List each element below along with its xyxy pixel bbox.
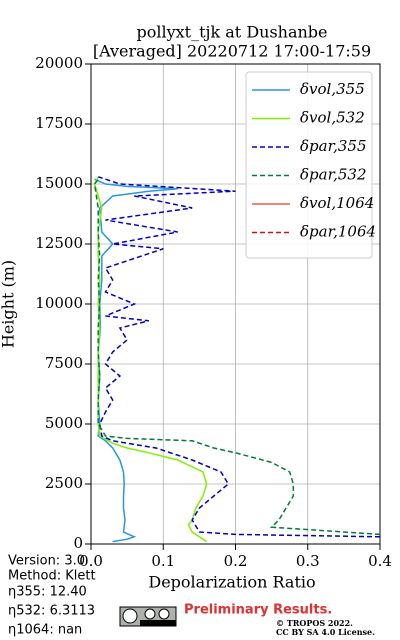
copyright: © TROPOS 2022. bbox=[276, 618, 353, 628]
chart-title: pollyxt_tjk at Dushanbe bbox=[136, 23, 327, 42]
notes: Version: 3.0 Method: Klett η355: 12.40 η… bbox=[8, 554, 96, 638]
data-line bbox=[97, 176, 380, 538]
copyright: CC BY SA 4.0 License. bbox=[276, 627, 375, 637]
x-tick-label: 0.0 bbox=[79, 552, 103, 570]
plot-frame bbox=[90, 63, 381, 545]
chart-subtitle: [Averaged] 20220712 17:00-17:59 bbox=[93, 42, 371, 61]
legend-label: δpar,532 bbox=[300, 166, 367, 184]
y-tick-label: 10000 bbox=[35, 294, 83, 312]
note: Method: Klett bbox=[8, 569, 96, 584]
y-tick-label: 15000 bbox=[35, 174, 83, 192]
x-tick-label: 0.4 bbox=[368, 552, 392, 570]
cc-logo bbox=[119, 606, 177, 627]
legend-label: δvol,355 bbox=[300, 80, 365, 98]
data-line bbox=[93, 176, 208, 543]
preliminary-badge: Preliminary Results. bbox=[184, 603, 332, 618]
note: η355: 12.40 bbox=[8, 585, 87, 600]
legend-label: δvol,1064 bbox=[300, 194, 374, 212]
legend-label: δvol,532 bbox=[300, 109, 365, 127]
y-tick-label: 20000 bbox=[35, 54, 83, 72]
data-line bbox=[93, 178, 380, 536]
y-tick-label: 7500 bbox=[45, 354, 83, 372]
x-tick-label: 0.2 bbox=[224, 552, 248, 570]
y-tick-label: 12500 bbox=[35, 234, 83, 252]
x-axis-label: Depolarization Ratio bbox=[148, 573, 315, 592]
legend-label: δpar,355 bbox=[300, 137, 367, 155]
y-tick-label: 17500 bbox=[35, 114, 83, 132]
y-axis-label: Height (m) bbox=[0, 260, 18, 348]
y-tick-label: 2500 bbox=[45, 474, 83, 492]
y-tick-label: 5000 bbox=[45, 414, 83, 432]
x-tick-label: 0.1 bbox=[151, 552, 175, 570]
note: η1064: nan bbox=[8, 623, 82, 638]
y-tick-label: 0 bbox=[73, 534, 83, 552]
legend-label: δpar,1064 bbox=[300, 223, 376, 241]
x-tick-label: 0.3 bbox=[296, 552, 320, 570]
note: η532: 6.3113 bbox=[8, 604, 95, 619]
note: Version: 3.0 bbox=[8, 554, 85, 569]
